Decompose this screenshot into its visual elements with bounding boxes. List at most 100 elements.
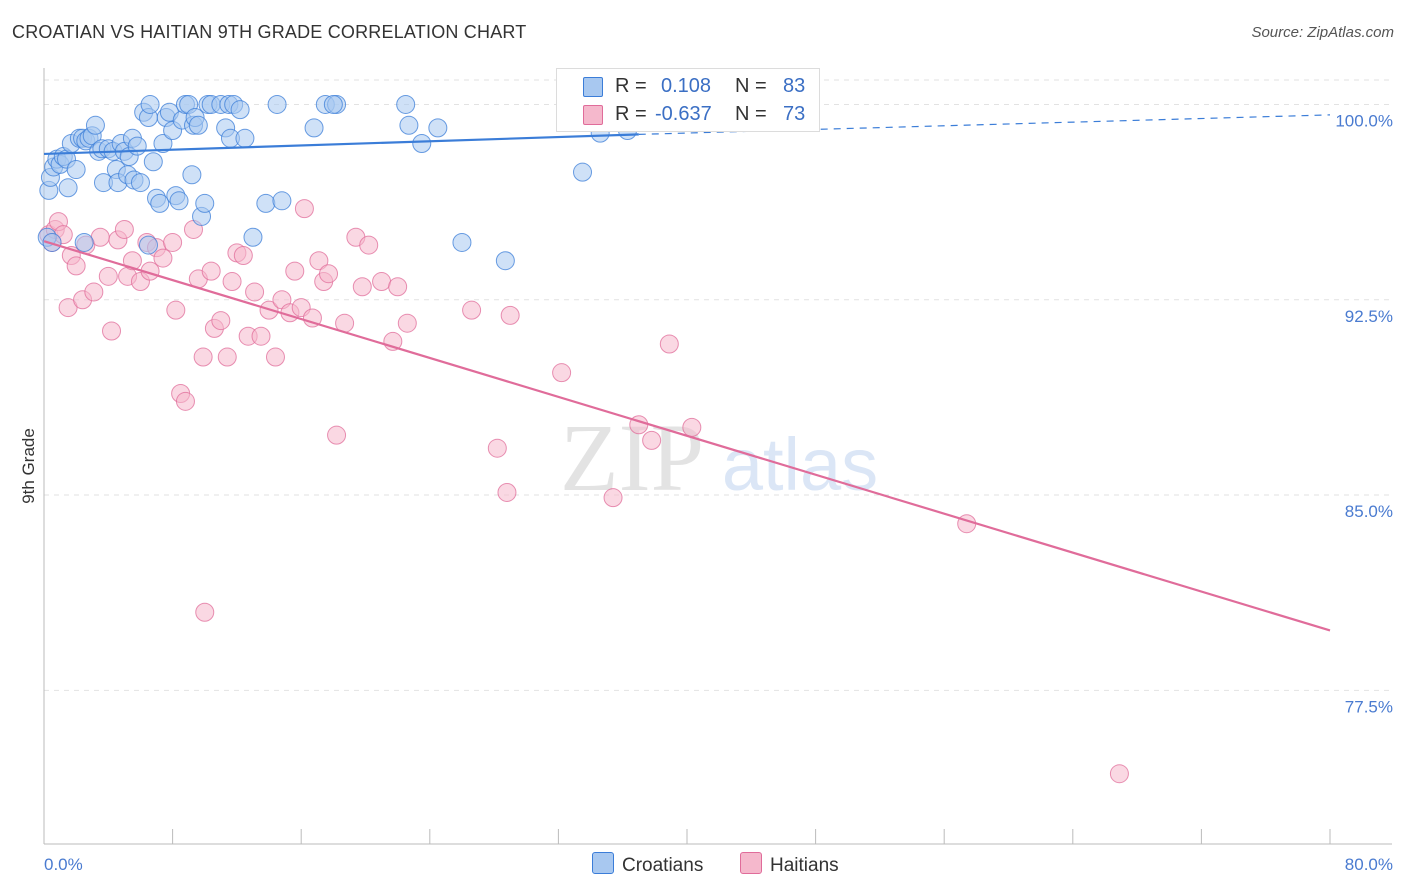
r-value: -0.637 xyxy=(655,103,712,125)
haitian-point xyxy=(327,425,347,445)
croatian-point xyxy=(169,191,189,211)
croatian-point xyxy=(399,115,419,135)
haitian-point xyxy=(222,272,242,292)
haitian-point xyxy=(319,264,339,284)
haitians-swatch xyxy=(583,105,603,125)
r-value: 0.108 xyxy=(661,75,712,97)
haitian-point xyxy=(153,248,173,268)
gridlines xyxy=(44,79,1392,691)
axis-labels: 100.0% 92.5% 85.0% 77.5% 0.0% 80.0% xyxy=(44,111,1393,874)
haitian-point xyxy=(372,272,392,292)
croatian-point xyxy=(195,193,215,213)
croatian-point xyxy=(256,193,276,213)
y-axis-title: 9th Grade xyxy=(19,428,38,504)
haitian-point xyxy=(359,235,379,255)
n-label: N = xyxy=(735,75,767,97)
r-label: R = xyxy=(615,103,647,125)
n-label: N = xyxy=(735,103,767,125)
croatian-point xyxy=(428,118,448,138)
croatians-trend-extension xyxy=(638,114,1331,136)
haitian-point xyxy=(195,602,215,622)
croatian-point xyxy=(66,160,86,180)
croatian-point xyxy=(495,251,515,271)
haitian-point xyxy=(84,282,104,302)
croatian-point xyxy=(140,94,160,114)
croatian-point xyxy=(143,152,163,172)
haitian-point xyxy=(175,391,195,411)
haitian-point xyxy=(245,282,265,302)
haitian-point xyxy=(659,334,679,354)
haitian-point xyxy=(642,430,662,450)
chart-title: CROATIAN VS HAITIAN 9TH GRADE CORRELATIO… xyxy=(12,22,527,42)
haitian-point xyxy=(302,308,322,328)
haitian-point xyxy=(957,514,977,534)
croatian-point xyxy=(323,94,343,114)
haitian-point xyxy=(211,311,231,331)
croatians-swatch xyxy=(583,77,603,97)
croatian-point xyxy=(272,191,292,211)
croatian-point xyxy=(182,165,202,185)
haitian-point xyxy=(462,300,482,320)
n-value: 73 xyxy=(783,103,806,125)
haitian-point xyxy=(294,199,314,219)
n-value: 83 xyxy=(783,75,806,97)
haitian-point xyxy=(487,438,507,458)
x-tick-label-max: 80.0% xyxy=(1345,855,1393,874)
haitian-point xyxy=(122,251,142,271)
croatian-point xyxy=(243,227,263,247)
r-label: R = xyxy=(615,75,647,97)
haitian-point xyxy=(90,227,110,247)
haitian-point xyxy=(497,482,517,502)
haitian-point xyxy=(102,321,122,341)
haitian-point xyxy=(98,266,118,286)
y-tick-label: 92.5% xyxy=(1345,307,1393,326)
legend-row-haitians: R = -0.637 N = 73 xyxy=(557,100,819,128)
source-label: Source: ZipAtlas.com xyxy=(1251,24,1394,41)
croatian-point xyxy=(150,193,170,213)
watermark: ZIP atlas xyxy=(560,404,878,511)
y-tick-label: 100.0% xyxy=(1335,111,1393,130)
haitian-point xyxy=(1109,764,1129,784)
haitian-point xyxy=(309,251,329,271)
axes xyxy=(43,68,1392,845)
croatian-point xyxy=(412,134,432,154)
croatian-point xyxy=(573,162,593,182)
watermark-atlas: atlas xyxy=(722,423,878,506)
haitian-point xyxy=(114,219,134,239)
croatians-trend-line xyxy=(43,133,639,156)
croatians-points xyxy=(37,94,649,271)
croatian-point xyxy=(267,94,287,114)
haitian-point xyxy=(397,313,417,333)
haitian-point xyxy=(233,245,253,265)
y-tick-label: 77.5% xyxy=(1345,697,1393,716)
haitian-point xyxy=(163,232,183,252)
legend-haitians[interactable]: Haitians xyxy=(740,852,839,877)
croatians-legend-label: Croatians xyxy=(622,855,704,876)
legend-row-croatians: R = 0.108 N = 83 xyxy=(557,72,819,100)
haitian-point xyxy=(58,298,78,318)
y-tick-label: 85.0% xyxy=(1345,502,1393,521)
haitian-point xyxy=(682,417,702,437)
haitian-point xyxy=(166,300,186,320)
x-tick-label-min: 0.0% xyxy=(44,855,83,874)
haitian-point xyxy=(552,363,572,383)
croatian-point xyxy=(304,118,324,138)
croatian-point xyxy=(58,178,78,198)
legend-croatians[interactable]: Croatians xyxy=(592,852,703,877)
croatian-point xyxy=(235,128,255,148)
haitian-point xyxy=(251,326,271,346)
haitians-legend-label: Haitians xyxy=(770,855,839,876)
haitian-point xyxy=(352,277,372,297)
haitian-point xyxy=(265,347,285,367)
croatian-point xyxy=(74,232,94,252)
haitian-point xyxy=(603,488,623,508)
haitian-point xyxy=(500,305,520,325)
trend-lines xyxy=(43,114,1331,632)
croatian-point xyxy=(138,235,158,255)
haitian-point xyxy=(217,347,237,367)
croatian-point xyxy=(452,232,472,252)
haitians-legend-swatch xyxy=(740,852,762,874)
haitian-point xyxy=(201,261,221,281)
croatian-point xyxy=(230,100,250,120)
